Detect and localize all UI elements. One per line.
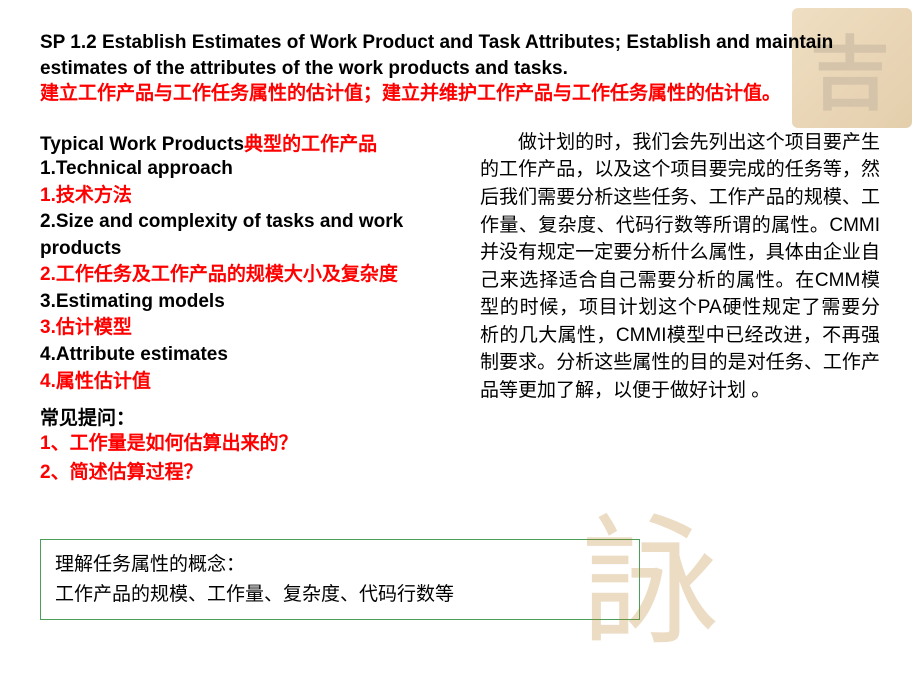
faq-question-2: 2、简述估算过程？ — [40, 459, 460, 488]
item-2-en: 2.Size and complexity of tasks and work … — [40, 209, 460, 262]
item-3-en: 3.Estimating models — [40, 289, 460, 316]
note-line-2: 工作产品的规模、工作量、复杂度、代码行数等 — [55, 580, 625, 609]
section-heading-en: Typical Work Products — [40, 134, 244, 155]
faq-heading: 常见提问： — [40, 403, 460, 430]
item-1-cn: 1.技术方法 — [40, 183, 460, 210]
item-4-en: 4.Attribute estimates — [40, 342, 460, 369]
section-heading: Typical Work Products典型的工作产品 — [40, 129, 460, 156]
item-1-en: 1.Technical approach — [40, 156, 460, 183]
right-column: 做计划的时，我们会先列出这个项目要产生的工作产品，以及这个项目要完成的任务等，然… — [480, 129, 880, 487]
title-chinese: 建立工作产品与工作任务属性的估计值；建立并维护工作产品与工作任务属性的估计值。 — [40, 81, 880, 107]
title-english: SP 1.2 Establish Estimates of Work Produ… — [40, 30, 880, 81]
section-heading-cn: 典型的工作产品 — [244, 134, 377, 155]
faq-question-1: 1、工作量是如何估算出来的？ — [40, 430, 460, 459]
explanation-paragraph: 做计划的时，我们会先列出这个项目要产生的工作产品，以及这个项目要完成的任务等，然… — [480, 129, 880, 404]
slide-content: SP 1.2 Establish Estimates of Work Produ… — [0, 0, 920, 507]
left-column: Typical Work Products典型的工作产品 1.Technical… — [40, 129, 460, 487]
item-3-cn: 3.估计模型 — [40, 315, 460, 342]
item-4-cn: 4.属性估计值 — [40, 369, 460, 396]
item-2-cn: 2.工作任务及工作产品的规模大小及复杂度 — [40, 262, 460, 289]
note-box: 理解任务属性的概念： 工作产品的规模、工作量、复杂度、代码行数等 — [40, 539, 640, 620]
note-line-1: 理解任务属性的概念： — [55, 550, 625, 579]
